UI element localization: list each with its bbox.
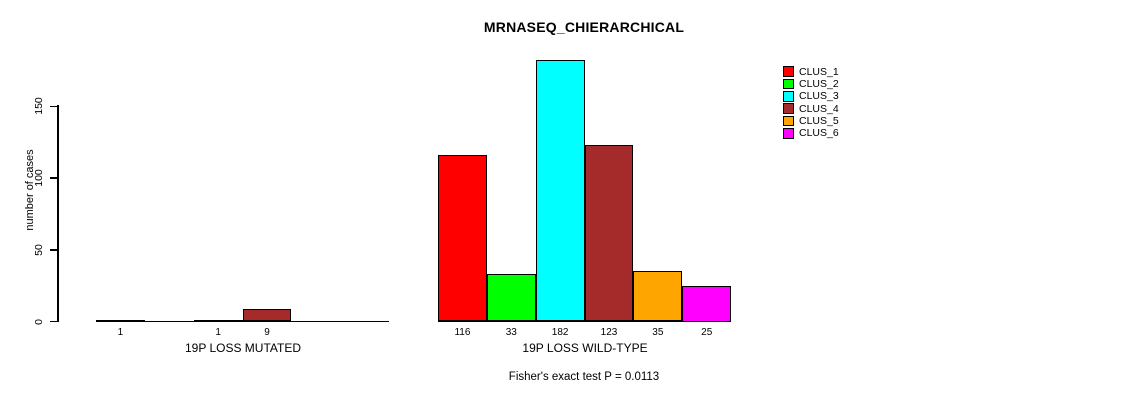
legend-label: CLUS_3 <box>799 90 839 103</box>
legend-label: CLUS_5 <box>799 114 839 127</box>
bar-value-label: 1 <box>117 326 124 338</box>
legend-label: CLUS_1 <box>799 65 839 78</box>
group-baseline <box>438 320 732 323</box>
fisher-test-annotation: Fisher's exact test P = 0.0113 <box>508 371 660 383</box>
group-label-mutated: 19P LOSS MUTATED <box>184 341 302 355</box>
legend-swatch-clus_3 <box>783 91 794 102</box>
legend-swatch-clus_4 <box>783 103 794 114</box>
bar-clus_6 <box>682 285 732 322</box>
y-tick-mark <box>50 105 58 107</box>
legend-swatch-clus_1 <box>783 66 794 77</box>
bar-clus_4 <box>242 308 292 322</box>
group-label-wildtype: 19P LOSS WILD-TYPE <box>522 341 648 355</box>
legend-label: CLUS_6 <box>799 127 839 140</box>
y-tick-mark <box>50 320 58 323</box>
legend-label: CLUS_2 <box>799 78 839 91</box>
y-tick-mark <box>50 177 58 179</box>
bar-value-label: 116 <box>454 326 471 338</box>
bar-value-label: 182 <box>551 326 569 338</box>
bar-value-label: 33 <box>505 326 517 338</box>
bar-value-label: 25 <box>701 326 713 338</box>
bar-clus_1 <box>96 319 145 322</box>
bar-clus_3 <box>193 319 243 322</box>
bar-clus_5 <box>633 271 683 322</box>
y-axis-line <box>57 105 59 322</box>
group-baseline <box>96 320 390 323</box>
bar-value-label: 123 <box>600 326 618 338</box>
legend-swatch-clus_2 <box>783 78 794 90</box>
legend-label: CLUS_4 <box>799 102 839 115</box>
bar-value-label: 9 <box>264 326 270 338</box>
chart-title: MRNASEQ_CHIERARCHICAL <box>483 19 685 35</box>
legend-swatch-clus_6 <box>783 128 794 139</box>
y-tick-mark <box>50 249 58 251</box>
legend-swatch-clus_5 <box>783 115 794 127</box>
bar-clus_1 <box>438 155 487 322</box>
bar-clus_4 <box>584 144 634 322</box>
bar-clus_3 <box>535 60 585 322</box>
bar-value-label: 1 <box>215 326 221 338</box>
bar-value-label: 35 <box>652 326 664 338</box>
bar-clus_2 <box>486 274 536 322</box>
